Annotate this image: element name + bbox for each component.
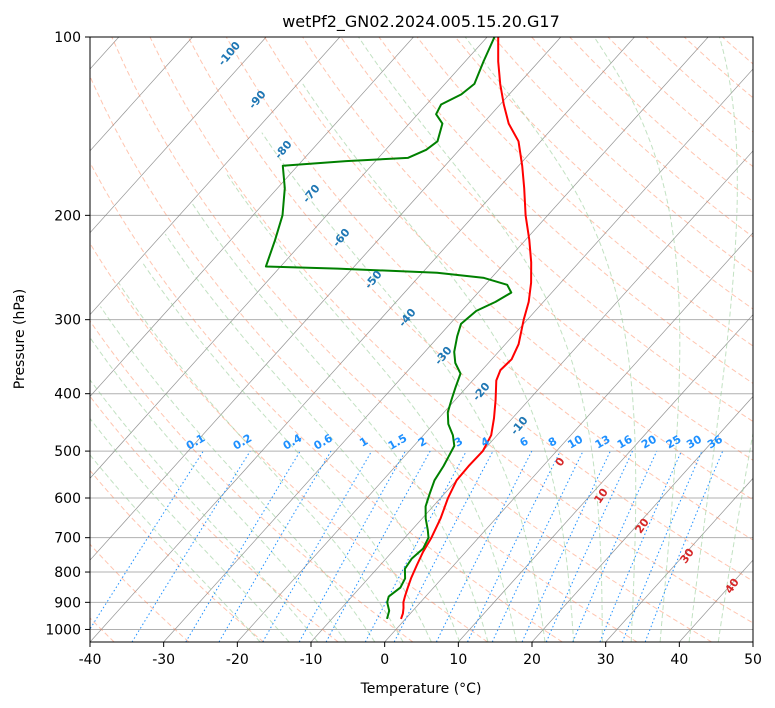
moist-adiabat-line xyxy=(118,282,404,642)
isotherm-line xyxy=(605,477,753,642)
y-tick-label: 200 xyxy=(54,208,81,224)
dry-adiabat-line xyxy=(187,37,753,582)
isotherm-line xyxy=(90,37,488,479)
dry-adiabat-line xyxy=(149,37,753,624)
x-tick-label: 0 xyxy=(380,652,389,668)
moist-adiabat-line xyxy=(688,37,738,642)
moist-adiabat-line xyxy=(190,201,489,642)
moist-adiabat-line xyxy=(225,173,517,642)
dry-adiabat-line xyxy=(90,161,563,642)
y-tick-label: 900 xyxy=(54,595,81,611)
moist-adiabat-line xyxy=(99,306,376,642)
x-tick-label: 20 xyxy=(523,652,541,668)
y-tick-label: 700 xyxy=(54,531,81,547)
x-tick-label: 40 xyxy=(670,652,688,668)
x-tick-label: -40 xyxy=(79,652,102,668)
plot-area: 0.1 0.2 0.4 0.6 1 1.5 2 3 4 6 8 10 13 16 20 25 30 36-100-… xyxy=(90,37,753,642)
moist-adiabat-line xyxy=(464,37,637,642)
isotherm-line xyxy=(163,37,709,642)
mixing-ratio-line xyxy=(325,450,431,642)
mixing-ratio-line xyxy=(364,450,467,642)
mixing-ratio-line xyxy=(298,450,406,642)
dry-adiabat-line xyxy=(264,37,753,501)
background-lines xyxy=(90,37,753,642)
isotherm-line xyxy=(90,37,341,316)
moist-adiabat-line xyxy=(261,132,546,642)
moist-adiabat-line xyxy=(593,37,681,642)
y-tick-label: 100 xyxy=(54,30,81,46)
moist-adiabat-line xyxy=(90,417,290,642)
dewpoint-profile-line xyxy=(264,37,513,620)
dry-adiabat-line xyxy=(340,37,753,423)
x-tick-label: 30 xyxy=(597,652,615,668)
dry-adiabat-line xyxy=(111,37,712,642)
dry-adiabat-line xyxy=(90,320,414,642)
x-tick-label: -20 xyxy=(226,652,249,668)
mixing-ratio-line xyxy=(644,450,724,642)
y-tick-label: 500 xyxy=(54,444,81,460)
moist-adiabat-line xyxy=(164,233,461,642)
isotherm-line xyxy=(90,37,193,152)
chart-title: wetPf2_GN02.2024.005.15.20.G17 xyxy=(282,12,560,32)
temperature-profile-line xyxy=(400,37,533,620)
moist-adiabat-line xyxy=(90,378,319,642)
y-tick-label: 600 xyxy=(54,491,81,507)
x-tick-label: 10 xyxy=(449,652,467,668)
mixing-ratio-line xyxy=(599,450,682,642)
y-tick-label: 400 xyxy=(54,387,81,403)
dry-adiabat-line xyxy=(90,469,264,642)
dry-adiabat-line xyxy=(225,37,753,541)
isotherm-line xyxy=(90,37,414,397)
plot-frame xyxy=(89,36,754,643)
isotherm-line xyxy=(531,395,753,642)
x-tick-label: -30 xyxy=(152,652,175,668)
x-tick-label: 50 xyxy=(744,652,762,668)
mixing-ratio-line xyxy=(572,450,658,642)
mixing-ratio-line xyxy=(435,450,533,642)
y-tick-label: 800 xyxy=(54,565,81,581)
dry-adiabat-line xyxy=(416,37,753,347)
moist-adiabat-line xyxy=(90,336,347,642)
isotherm-line xyxy=(458,314,753,642)
y-tick-label: 1000 xyxy=(45,622,81,638)
isotherm-line xyxy=(310,150,753,642)
series-layer xyxy=(264,37,533,620)
x-axis-label: Temperature (°C) xyxy=(360,681,482,697)
moist-adiabat-line xyxy=(302,83,575,642)
mixing-ratio-line xyxy=(90,450,204,630)
dry-adiabat-line xyxy=(90,242,488,642)
isotherm-line xyxy=(90,37,267,234)
y-tick-label: 300 xyxy=(54,313,81,329)
isotherm-line xyxy=(384,232,753,642)
isotherm-line xyxy=(90,37,562,561)
y-axis-label: Pressure (hPa) xyxy=(12,289,28,389)
x-tick-label: -10 xyxy=(300,652,323,668)
mixing-ratio-line xyxy=(621,450,703,642)
isotherm-line xyxy=(90,37,635,642)
mixing-ratio-line xyxy=(545,450,633,642)
moist-adiabat-line xyxy=(90,454,261,642)
isotherm-line xyxy=(237,68,753,642)
mixing-ratio-line xyxy=(131,450,251,642)
moist-adiabat-line xyxy=(358,37,603,642)
dry-adiabat-line xyxy=(454,37,753,310)
moist-adiabat-line xyxy=(141,262,432,642)
axis-ticks: -40 -30 -20 -10 0 10 20 30 40 50 1000 900 800 700 600 5… xyxy=(45,30,762,668)
